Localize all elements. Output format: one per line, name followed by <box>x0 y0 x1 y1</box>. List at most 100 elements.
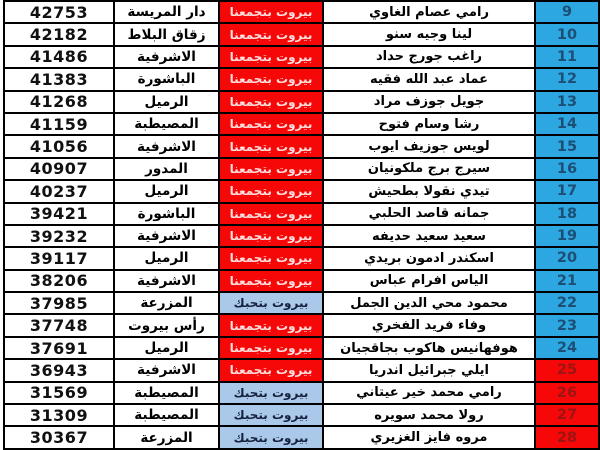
candidate-name-cell: رامي محمد خير عيتاني <box>324 382 536 404</box>
rank-cell: 13 <box>536 91 600 112</box>
table-row: 39421 الباشورة بيروت بتجمعنا جمانه قاصد … <box>3 203 600 226</box>
list-badge: بيروت بتحبك <box>220 405 324 426</box>
district-cell: المدور <box>115 158 220 180</box>
list-badge: بيروت بتجمعنا <box>220 91 324 112</box>
votes-cell: 31309 <box>3 405 115 426</box>
votes-cell: 42753 <box>3 2 115 23</box>
district-cell: المزرعة <box>115 293 220 314</box>
district-cell: الرميل <box>115 337 220 359</box>
district-cell: الاشرفية <box>115 360 220 381</box>
table-row: 37691 الرميل بيروت بتجمعنا هوفهانيس هاكو… <box>3 337 600 361</box>
rank-cell: 28 <box>536 427 600 448</box>
table-row: 41383 الباشورة بيروت بتجمعنا عماد عبد ال… <box>3 69 600 92</box>
rank-cell: 26 <box>536 382 600 404</box>
district-cell: الباشورة <box>115 69 220 90</box>
list-badge: بيروت بتجمعنا <box>220 69 324 90</box>
district-cell: رأس بيروت <box>115 315 220 336</box>
candidate-name-cell: جويل جوزف مراد <box>324 91 536 112</box>
candidate-name-cell: لينا وجيه سنو <box>324 24 536 45</box>
list-badge: بيروت بتجمعنا <box>220 113 324 135</box>
candidate-name-cell: الياس افرام عباس <box>324 270 536 292</box>
list-badge: بيروت بتجمعنا <box>220 24 324 45</box>
candidate-name-cell: هوفهانيس هاكوب بجاقجيان <box>324 337 536 359</box>
table-row: 30367 المزرعة بيروت بتحبك مروه فايز الغز… <box>3 427 600 450</box>
rank-cell: 18 <box>536 203 600 224</box>
district-cell: الرميل <box>115 91 220 112</box>
district-cell: الباشورة <box>115 203 220 224</box>
candidate-name-cell: تيدي نقولا بطحيش <box>324 181 536 202</box>
list-badge: بيروت بتجمعنا <box>220 315 324 336</box>
rank-cell: 11 <box>536 46 600 68</box>
votes-cell: 41486 <box>3 46 115 68</box>
table-row: 41056 الاشرفية بيروت بتجمعنا لويس جوزيف … <box>3 136 600 159</box>
election-results-table: 42753 دار المريسة بيروت بتجمعنا رامي عصا… <box>3 0 600 450</box>
district-cell: المصيطبة <box>115 382 220 404</box>
district-cell: المصيطبة <box>115 113 220 135</box>
candidate-name-cell: اسكندر ادمون بريدي <box>324 248 536 269</box>
table-row: 37985 المزرعة بيروت بتحبك محمود محي الدي… <box>3 293 600 316</box>
list-badge: بيروت بتجمعنا <box>220 248 324 269</box>
table-row: 36943 الاشرفية بيروت بتجمعنا ايلي جبرائي… <box>3 360 600 383</box>
list-badge: بيروت بتجمعنا <box>220 158 324 180</box>
votes-cell: 37691 <box>3 337 115 359</box>
votes-cell: 41056 <box>3 136 115 157</box>
table-row: 38206 الاشرفية بيروت بتجمعنا الياس افرام… <box>3 270 600 294</box>
candidate-name-cell: ايلي جبرائيل اندريا <box>324 360 536 381</box>
candidate-name-cell: سيرج برج ملكونيان <box>324 158 536 180</box>
rank-cell: 10 <box>536 24 600 45</box>
district-cell: المصيطبة <box>115 405 220 426</box>
candidate-name-cell: محمود محي الدين الجمل <box>324 293 536 314</box>
votes-cell: 38206 <box>3 270 115 292</box>
table-row: 37748 رأس بيروت بيروت بتجمعنا وفاء فريد … <box>3 315 600 338</box>
votes-cell: 39117 <box>3 248 115 269</box>
rank-cell: 24 <box>536 337 600 359</box>
votes-cell: 40907 <box>3 158 115 180</box>
table-row: 40907 المدور بيروت بتجمعنا سيرج برج ملكو… <box>3 158 600 182</box>
votes-cell: 42182 <box>3 24 115 45</box>
list-badge: بيروت بتجمعنا <box>220 2 324 23</box>
candidate-name-cell: وفاء فريد الفخري <box>324 315 536 336</box>
votes-cell: 41159 <box>3 113 115 135</box>
list-badge: بيروت بتجمعنا <box>220 270 324 292</box>
rank-cell: 23 <box>536 315 600 336</box>
candidate-name-cell: راغب جورج حداد <box>324 46 536 68</box>
district-cell: الاشرفية <box>115 46 220 68</box>
rank-cell: 9 <box>536 2 600 23</box>
candidate-name-cell: رشا وسام فتوح <box>324 113 536 135</box>
votes-cell: 30367 <box>3 427 115 448</box>
list-badge: بيروت بتجمعنا <box>220 225 324 247</box>
list-badge: بيروت بتحبك <box>220 293 324 314</box>
candidate-name-cell: مروه فايز الغزيري <box>324 427 536 448</box>
candidate-name-cell: رامي عصام الغاوي <box>324 2 536 23</box>
table-row: 42753 دار المريسة بيروت بتجمعنا رامي عصا… <box>3 2 600 25</box>
list-badge: بيروت بتجمعنا <box>220 181 324 202</box>
district-cell: دار المريسة <box>115 2 220 23</box>
table-row: 31569 المصيطبة بيروت بتحبك رامي محمد خير… <box>3 382 600 406</box>
rank-cell: 22 <box>536 293 600 314</box>
district-cell: زقاق البلاط <box>115 24 220 45</box>
votes-cell: 39421 <box>3 203 115 224</box>
district-cell: الرميل <box>115 181 220 202</box>
table-row: 41268 الرميل بيروت بتجمعنا جويل جوزف مرا… <box>3 91 600 114</box>
rank-cell: 15 <box>536 136 600 157</box>
votes-cell: 41268 <box>3 91 115 112</box>
candidate-name-cell: رولا محمد سويره <box>324 405 536 426</box>
rank-cell: 17 <box>536 181 600 202</box>
district-cell: الاشرفية <box>115 225 220 247</box>
list-badge: بيروت بتحبك <box>220 382 324 404</box>
list-badge: بيروت بتحبك <box>220 427 324 448</box>
candidate-name-cell: سعيد سعيد حديفه <box>324 225 536 247</box>
votes-cell: 31569 <box>3 382 115 404</box>
district-cell: الاشرفية <box>115 136 220 157</box>
list-badge: بيروت بتجمعنا <box>220 337 324 359</box>
candidate-name-cell: لويس جوزيف ايوب <box>324 136 536 157</box>
list-badge: بيروت بتجمعنا <box>220 46 324 68</box>
votes-cell: 36943 <box>3 360 115 381</box>
rank-cell: 21 <box>536 270 600 292</box>
candidate-name-cell: جمانه قاصد الحلبي <box>324 203 536 224</box>
votes-cell: 37748 <box>3 315 115 336</box>
votes-cell: 37985 <box>3 293 115 314</box>
table-row: 39117 الرميل بيروت بتجمعنا اسكندر ادمون … <box>3 248 600 271</box>
district-cell: المزرعة <box>115 427 220 448</box>
